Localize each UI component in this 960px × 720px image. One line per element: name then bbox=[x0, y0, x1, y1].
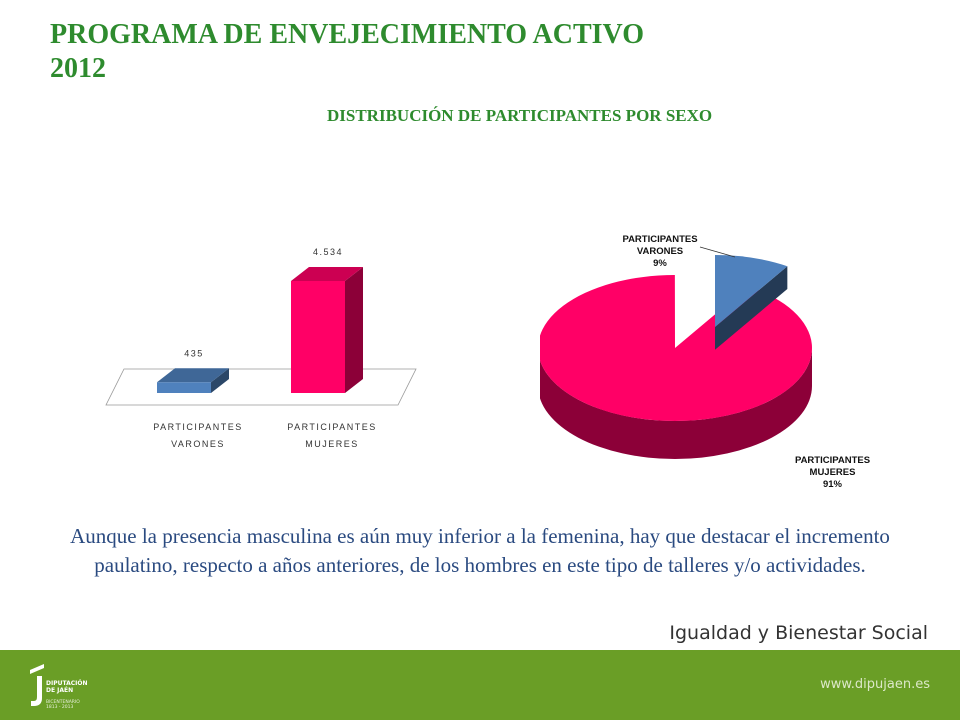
bar-category-label: PARTICIPANTES bbox=[153, 422, 243, 432]
bar-data-label: 435 bbox=[184, 348, 204, 358]
logo-j-icon bbox=[30, 664, 44, 706]
bar-category-label: VARONES bbox=[171, 439, 225, 449]
diputacion-logo: DIPUTACIÓN DE JAÉN BICENTENARIO 1813 - 2… bbox=[28, 660, 118, 715]
pie-chart bbox=[540, 246, 812, 459]
pie-slice-mujeres bbox=[540, 275, 812, 459]
footer-bar: DIPUTACIÓN DE JAÉN BICENTENARIO 1813 - 2… bbox=[0, 650, 960, 720]
pie-label-mujeres: PARTICIPANTES MUJERES 91% bbox=[794, 455, 871, 490]
pie-label-varones: PARTICIPANTES VARONES 9% bbox=[622, 234, 698, 269]
logo-text: DIPUTACIÓN DE JAÉN bbox=[46, 680, 88, 694]
caption-text: Aunque la presencia masculina es aún muy… bbox=[70, 524, 890, 577]
bar-floor bbox=[105, 368, 417, 406]
pie-leader-line bbox=[699, 246, 736, 258]
page-title: PROGRAMA DE ENVEJECIMIENTO ACTIVO 2012 bbox=[50, 18, 644, 86]
chart-subtitle: DISTRIBUCIÓN DE PARTICIPANTES POR SEXO bbox=[327, 106, 713, 125]
bar-chart: 435 PARTICIPANTES VARONES 4.534 PARTICIPANTE… bbox=[105, 247, 417, 449]
bar-category-label: MUJERES bbox=[305, 439, 359, 449]
title-line-2: 2012 bbox=[50, 53, 106, 84]
website-url: www.dipujaen.es bbox=[820, 677, 930, 692]
title-line-1: PROGRAMA DE ENVEJECIMIENTO ACTIVO bbox=[50, 19, 644, 50]
logo-subtext: BICENTENARIO 1813 - 2013 bbox=[46, 700, 80, 710]
bar-varones bbox=[157, 368, 229, 393]
section-name: Igualdad y Bienestar Social bbox=[669, 622, 928, 644]
pie-slice-varones bbox=[715, 255, 788, 350]
bar-data-label: 4.534 bbox=[313, 247, 343, 257]
bar-category-label: PARTICIPANTES bbox=[287, 422, 377, 432]
bar-mujeres bbox=[291, 267, 363, 393]
